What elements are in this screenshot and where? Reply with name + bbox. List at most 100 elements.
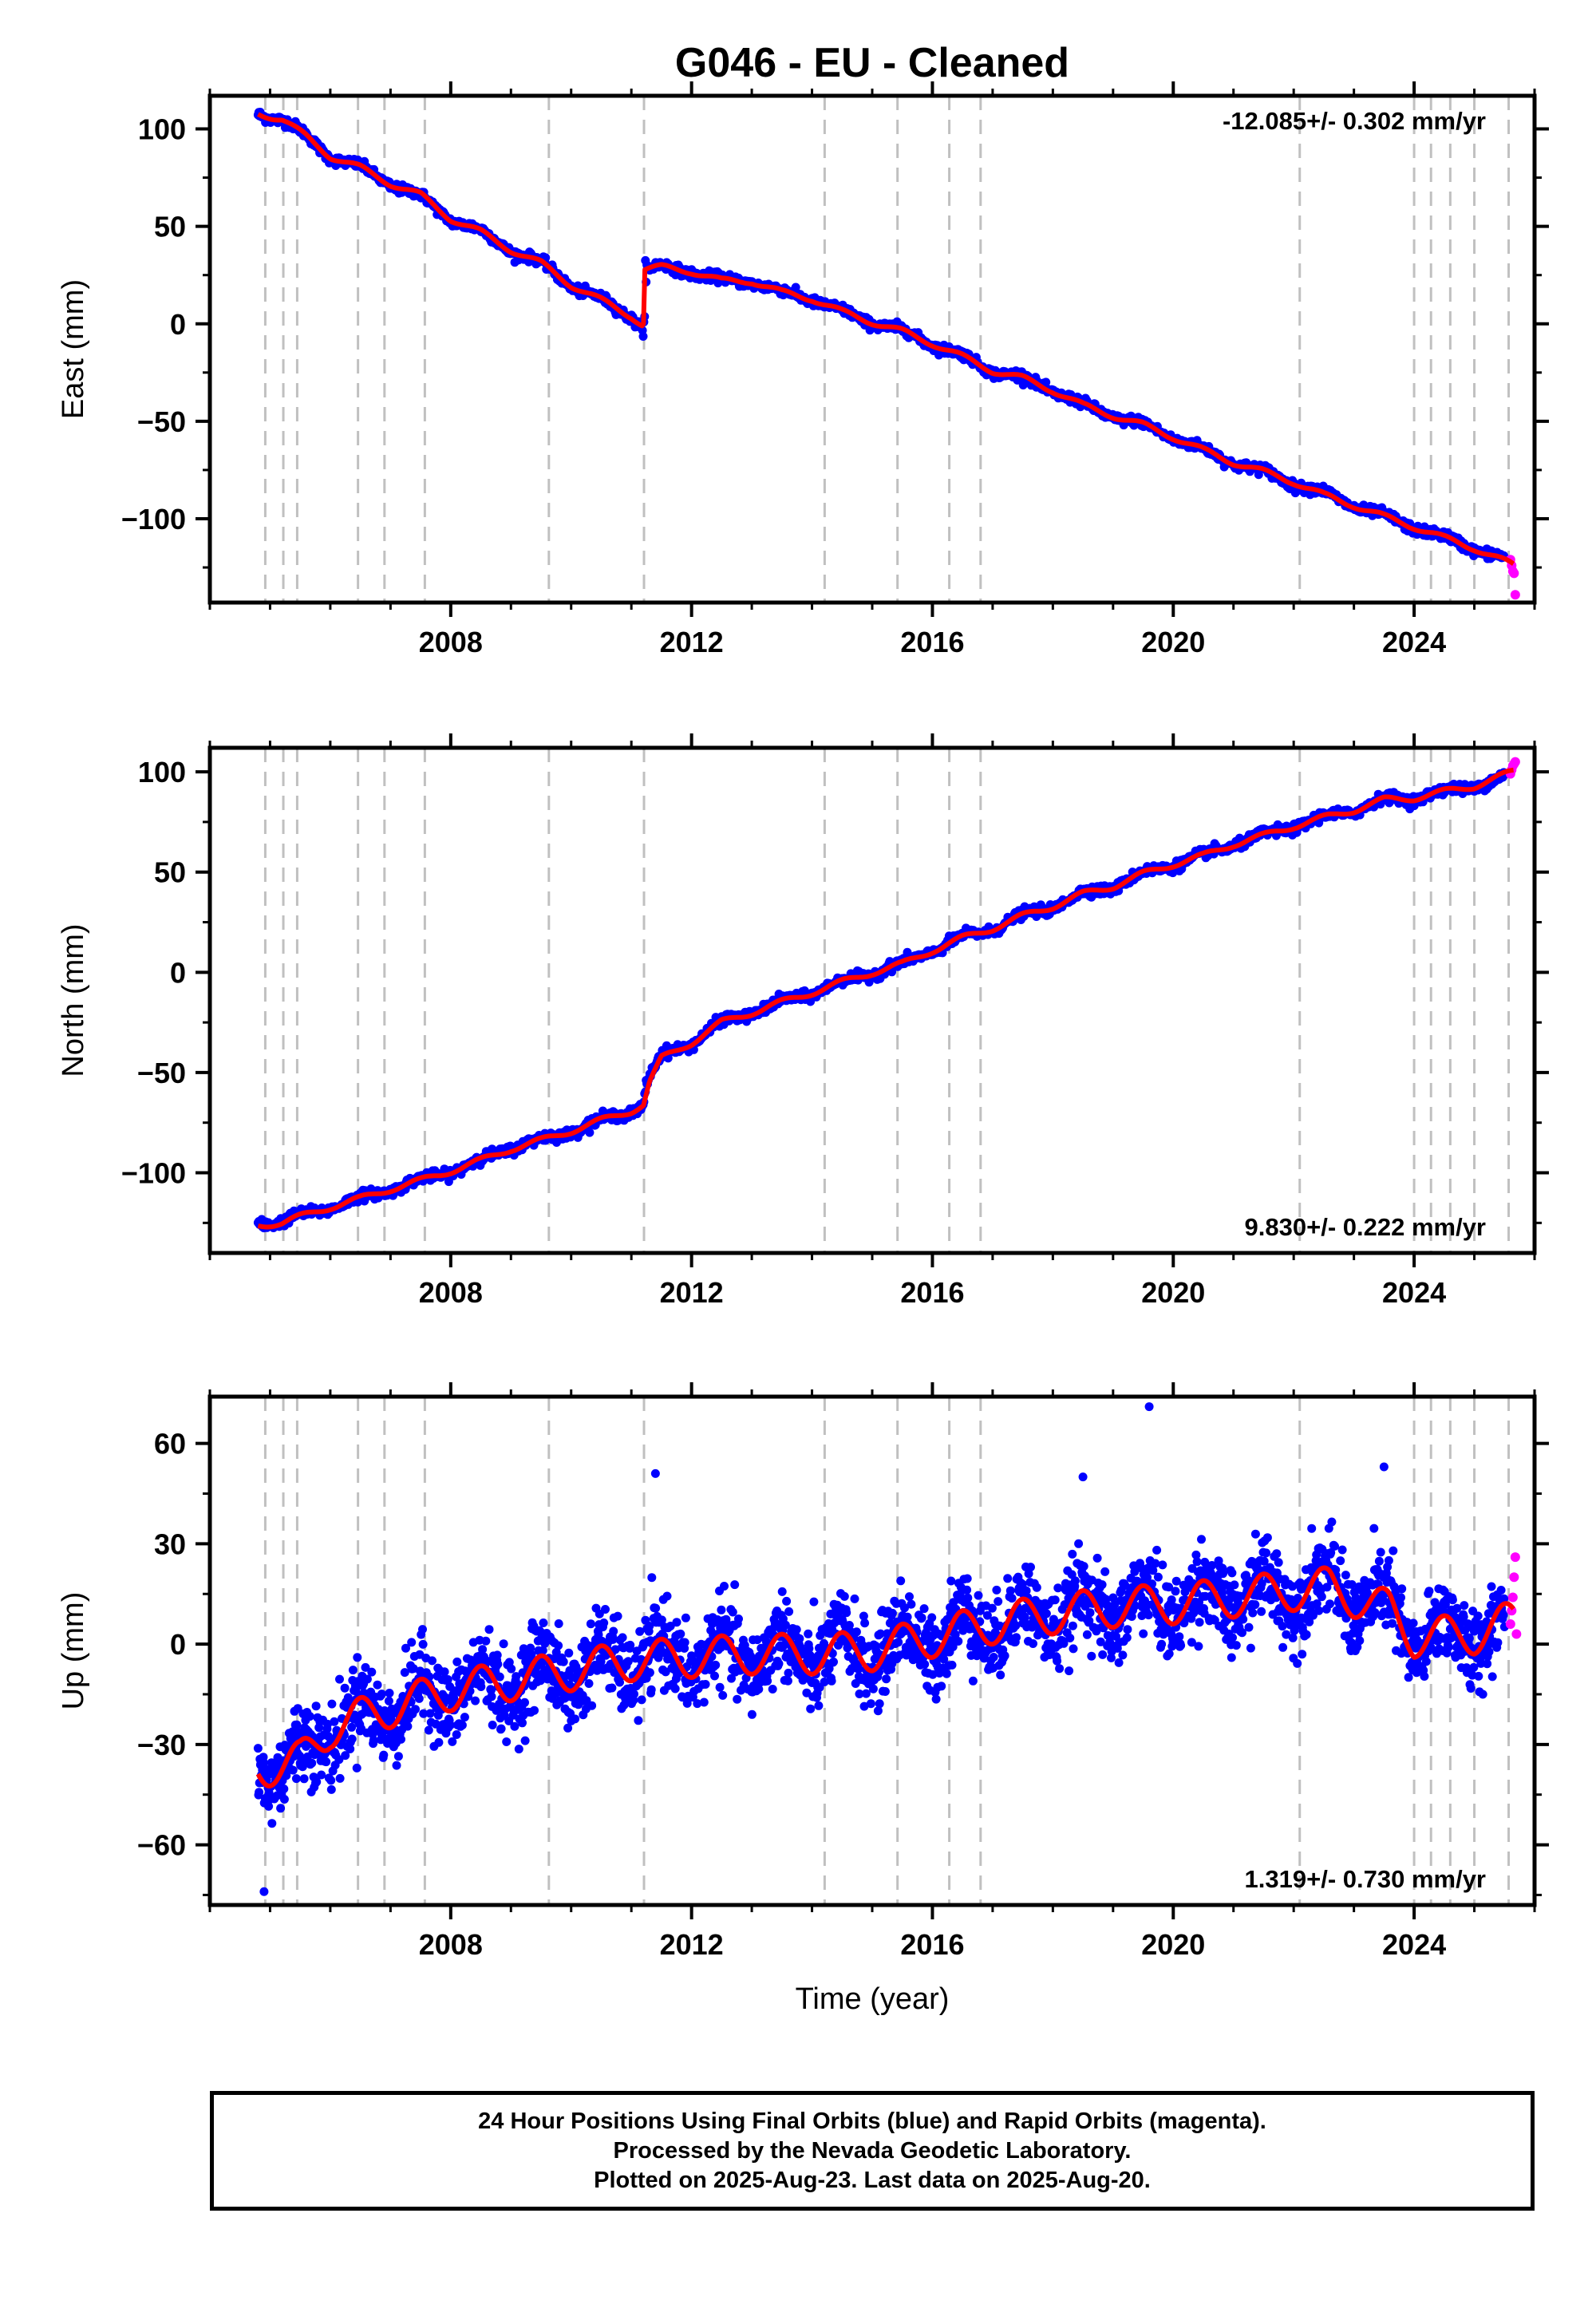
final-orbit-point bbox=[637, 1695, 646, 1705]
final-orbit-point bbox=[607, 1683, 617, 1693]
final-orbit-point bbox=[795, 1634, 804, 1643]
final-orbit-point bbox=[638, 332, 648, 341]
final-orbit-point bbox=[814, 1701, 824, 1710]
final-orbit-point bbox=[418, 1639, 428, 1649]
final-orbit-point bbox=[424, 1725, 433, 1735]
final-orbit-point bbox=[327, 1699, 337, 1709]
y-axis-label: North (mm) bbox=[57, 923, 90, 1077]
plot-area bbox=[253, 96, 1520, 603]
final-orbit-point bbox=[711, 1660, 721, 1670]
final-orbit-point bbox=[452, 1730, 461, 1739]
x-tick-label: 2012 bbox=[660, 1276, 724, 1309]
final-orbit-point bbox=[868, 1684, 878, 1694]
final-orbit-point bbox=[311, 1701, 321, 1711]
y-tick-label: 0 bbox=[170, 308, 186, 341]
final-orbit-point bbox=[418, 1625, 427, 1634]
final-orbit-point bbox=[784, 1607, 794, 1616]
final-orbit-point bbox=[585, 1128, 595, 1137]
final-orbit-point bbox=[460, 1713, 469, 1722]
final-orbit-point bbox=[347, 1722, 357, 1732]
final-orbit-point bbox=[335, 1773, 345, 1783]
final-orbit-point bbox=[792, 1625, 801, 1634]
final-orbit-point bbox=[618, 1633, 627, 1642]
final-orbit-point bbox=[827, 1676, 836, 1686]
final-orbit-point bbox=[804, 1629, 813, 1638]
x-tick-label: 2008 bbox=[419, 1276, 483, 1309]
final-orbit-point bbox=[379, 1750, 389, 1760]
final-orbit-point bbox=[768, 1685, 777, 1694]
final-orbit-point bbox=[502, 1737, 512, 1746]
final-orbit-point bbox=[730, 1580, 740, 1590]
final-orbit-point bbox=[411, 1705, 420, 1714]
y-tick-label: −100 bbox=[121, 1157, 186, 1190]
final-orbit-point bbox=[484, 1625, 494, 1634]
final-orbit-point bbox=[651, 1603, 661, 1613]
y-tick-label: 50 bbox=[154, 856, 186, 889]
final-orbit-point bbox=[434, 1737, 444, 1747]
final-orbit-point bbox=[662, 1591, 672, 1601]
final-orbit-point bbox=[326, 1784, 336, 1794]
final-orbit-point bbox=[397, 1734, 405, 1744]
final-orbit-point bbox=[676, 1629, 685, 1638]
final-orbit-point bbox=[829, 1657, 838, 1666]
velocity-label: 9.830+/- 0.222 mm/yr bbox=[1245, 1213, 1486, 1241]
final-orbit-point bbox=[307, 1758, 317, 1768]
final-orbit-point bbox=[734, 1614, 743, 1623]
x-tick-label: 2024 bbox=[1382, 626, 1446, 658]
final-orbit-point bbox=[609, 1626, 618, 1636]
final-orbit-point bbox=[518, 1718, 527, 1728]
final-orbit-point bbox=[267, 1819, 277, 1828]
final-orbit-point bbox=[571, 1714, 580, 1724]
final-orbit-point bbox=[457, 1721, 467, 1730]
final-orbit-point bbox=[718, 1690, 728, 1700]
y-tick-label: 50 bbox=[154, 211, 186, 243]
y-tick-label: 0 bbox=[170, 956, 186, 989]
final-orbit-point bbox=[777, 1587, 787, 1596]
final-orbit-point bbox=[279, 1795, 289, 1804]
final-orbit-point bbox=[554, 1641, 563, 1650]
final-orbit-point bbox=[305, 1712, 314, 1721]
final-orbit-point bbox=[520, 1736, 530, 1745]
final-orbit-point bbox=[393, 1752, 403, 1761]
final-orbit-point bbox=[717, 1605, 726, 1614]
final-orbit-point bbox=[384, 1696, 393, 1705]
final-orbit-point bbox=[715, 1682, 725, 1692]
final-orbit-point bbox=[440, 1667, 449, 1677]
final-orbit-point bbox=[428, 1656, 437, 1666]
final-orbit-point bbox=[763, 1676, 772, 1686]
y-tick-label: −100 bbox=[121, 503, 186, 536]
final-orbit-point bbox=[839, 1591, 849, 1601]
final-orbit-point bbox=[330, 1717, 339, 1726]
final-orbit-point bbox=[672, 1618, 681, 1627]
final-orbit-point bbox=[851, 1627, 861, 1637]
final-orbit-point bbox=[880, 1687, 890, 1696]
x-tick-label: 2024 bbox=[1382, 1276, 1446, 1309]
final-orbit-point bbox=[680, 1638, 689, 1647]
final-orbit-point bbox=[747, 1709, 757, 1719]
final-orbit-point bbox=[681, 1613, 690, 1622]
x-tick-label: 2016 bbox=[900, 626, 964, 658]
final-orbit-point bbox=[347, 1734, 357, 1744]
final-orbit-point bbox=[783, 1676, 792, 1686]
final-orbit-point bbox=[492, 1650, 502, 1660]
final-orbit-point bbox=[392, 1761, 401, 1770]
rapid-orbit-point bbox=[1510, 590, 1520, 600]
final-orbit-point bbox=[403, 1721, 413, 1731]
final-orbit-point bbox=[587, 1701, 597, 1710]
final-orbit-point bbox=[326, 1776, 336, 1785]
final-orbit-point bbox=[520, 1697, 529, 1707]
final-orbit-point bbox=[514, 1745, 523, 1754]
final-orbit-point bbox=[699, 1697, 709, 1707]
final-orbit-point bbox=[701, 1680, 710, 1689]
final-orbit-point bbox=[452, 1657, 462, 1666]
y-tick-label: −50 bbox=[137, 1057, 186, 1089]
final-orbit-point bbox=[728, 1607, 737, 1617]
final-orbit-point bbox=[407, 1638, 417, 1647]
final-orbit-point bbox=[860, 1618, 870, 1628]
final-orbit-point bbox=[784, 1668, 793, 1678]
final-orbit-point bbox=[471, 1696, 480, 1705]
final-orbit-point bbox=[626, 1640, 635, 1650]
final-orbit-point bbox=[806, 1704, 816, 1713]
x-tick-label: 2012 bbox=[660, 626, 724, 658]
